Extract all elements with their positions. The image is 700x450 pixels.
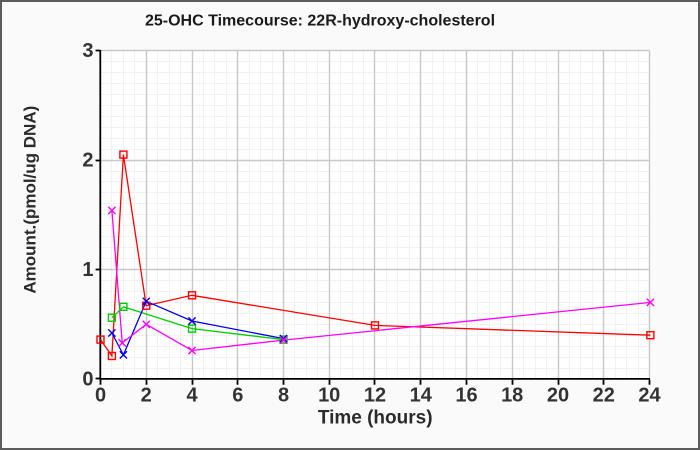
svg-text:14: 14 [410,384,433,406]
svg-text:Time (hours): Time (hours) [318,407,433,428]
svg-text:12: 12 [364,384,386,406]
svg-text:16: 16 [455,384,477,406]
svg-text:18: 18 [501,384,523,406]
svg-text:0: 0 [95,384,106,406]
svg-text:8: 8 [278,384,289,406]
svg-text:4: 4 [186,384,198,406]
svg-text:Amount.(pmol/ug DNA): Amount.(pmol/ug DNA) [20,106,39,294]
svg-text:3: 3 [82,40,93,62]
svg-text:2: 2 [82,150,93,172]
svg-text:22: 22 [593,384,615,406]
svg-text:24: 24 [638,384,661,406]
svg-text:2: 2 [141,384,152,406]
svg-text:6: 6 [232,384,243,406]
svg-text:20: 20 [547,384,569,406]
svg-text:25-OHC Timecourse: 22R-hydroxy: 25-OHC Timecourse: 22R-hydroxy-cholester… [145,12,495,29]
svg-text:0: 0 [82,369,93,391]
svg-text:10: 10 [318,384,340,406]
svg-text:1: 1 [82,259,93,281]
